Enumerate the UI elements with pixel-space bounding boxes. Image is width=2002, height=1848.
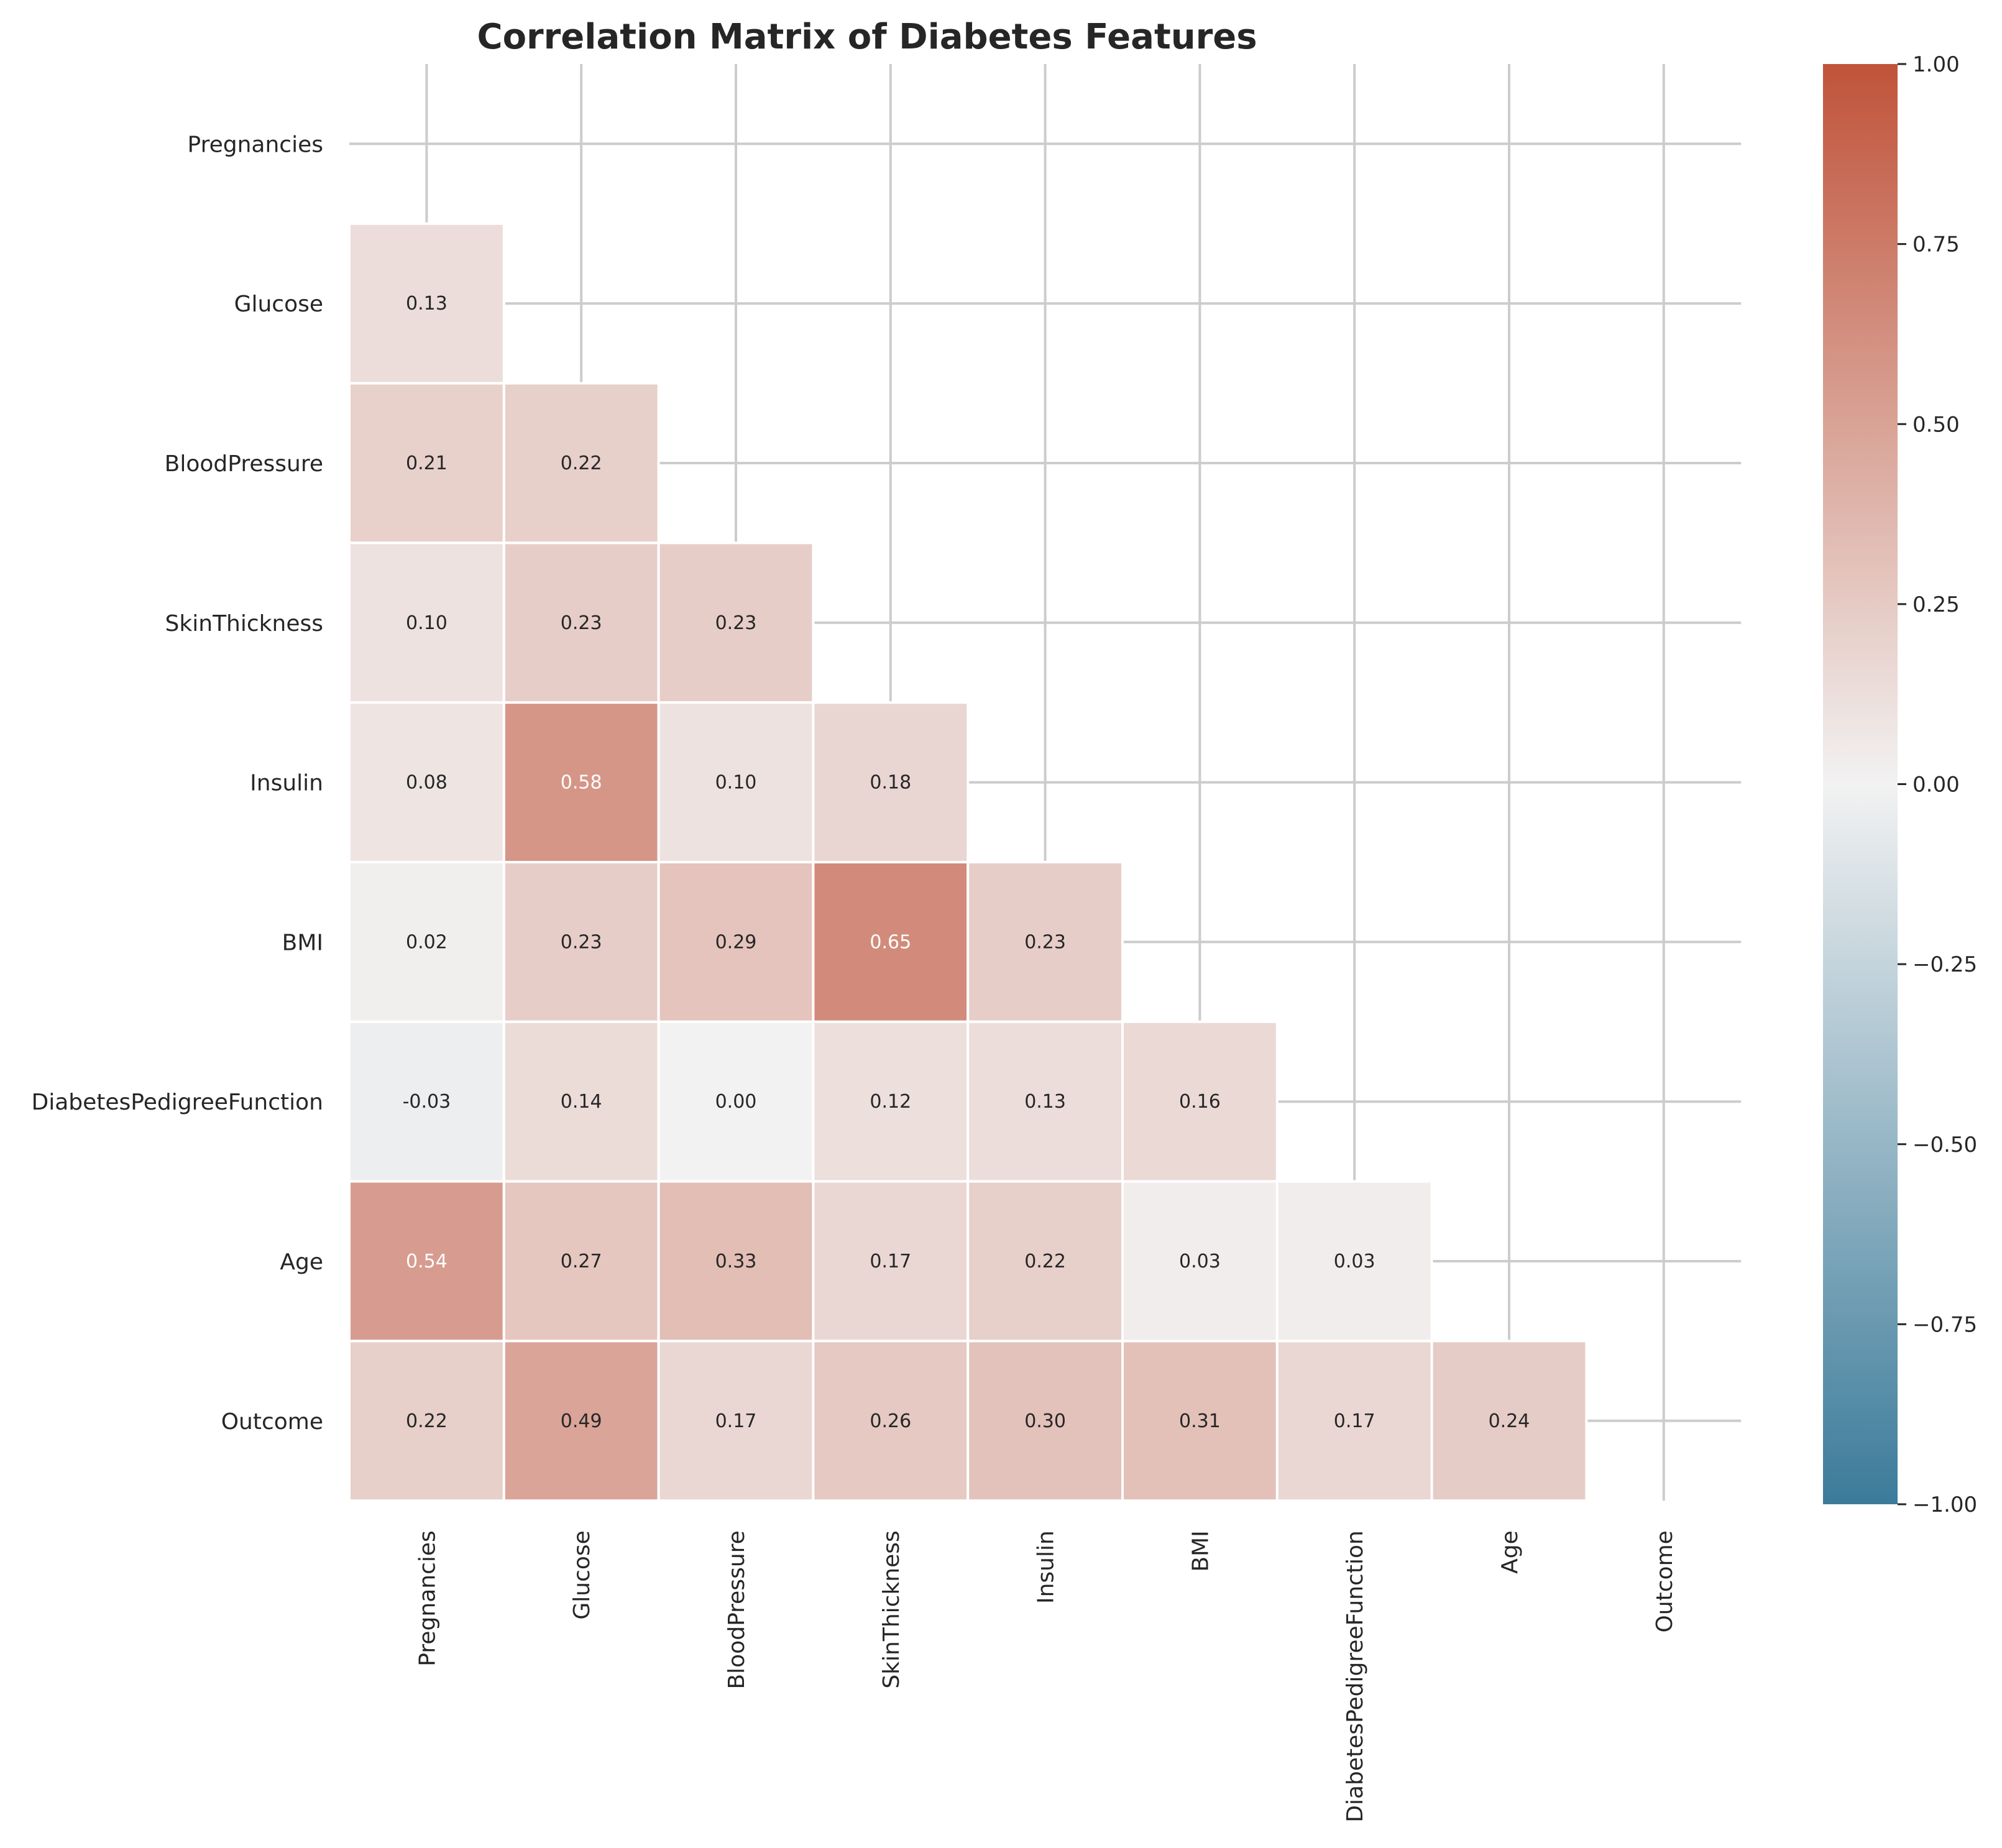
x-tick-label: Insulin: [1034, 1530, 1059, 1604]
colorbar-tick-label: −0.25: [1912, 952, 1977, 977]
heatmap-cell: [502, 382, 660, 545]
heatmap-cell: [967, 1340, 1124, 1502]
heatmap-cell: [812, 1340, 970, 1502]
colorbar-tick-label: 0.00: [1912, 773, 1960, 798]
cell-value-label: 0.23: [561, 612, 602, 634]
heatmap-cell: [657, 1340, 815, 1502]
cell-value-label: 0.17: [1334, 1410, 1375, 1432]
cell-value-label: 0.58: [561, 772, 602, 794]
x-tick-label: Age: [1497, 1530, 1523, 1574]
heatmap-cell: [502, 701, 660, 863]
y-tick-labels: Pregnancies Glucose BloodPressure SkinThick…: [31, 132, 323, 1434]
cell-value-label: 0.31: [1179, 1410, 1221, 1432]
heatmap-cell: [348, 1020, 505, 1183]
heatmap-cell: [657, 861, 815, 1023]
cell-value-label: 0.03: [1179, 1251, 1221, 1272]
colorbar-gradient: [1823, 64, 1898, 1504]
cell-value-label: 0.33: [715, 1251, 757, 1272]
cell-value-label: 0.49: [561, 1410, 602, 1432]
colorbar-tick-label: 0.75: [1912, 232, 1960, 257]
y-tick-label: Pregnancies: [188, 132, 323, 157]
cell-value-label: 0.30: [1024, 1410, 1066, 1432]
heatmap-cell: [348, 382, 505, 545]
colorbar-tick-label: −0.50: [1912, 1133, 1977, 1157]
cell-value-label: 0.00: [715, 1091, 757, 1113]
heatmap-cell: [812, 701, 970, 863]
heatmap-cell: [967, 1180, 1124, 1343]
colorbar-tick-label: 1.00: [1912, 52, 1960, 77]
x-tick-label: SkinThickness: [879, 1530, 904, 1688]
heatmap-cell: [967, 861, 1124, 1023]
heatmap-cell: [348, 1340, 505, 1502]
cell-value-label: 0.10: [715, 772, 757, 794]
y-tick-label: Glucose: [234, 292, 323, 317]
cell-value-label: 0.26: [870, 1410, 911, 1432]
cell-value-label: 0.27: [561, 1251, 602, 1272]
cell-value-label: 0.18: [870, 772, 911, 794]
x-tick-label: Outcome: [1652, 1530, 1678, 1632]
y-tick-label: DiabetesPedigreeFunction: [31, 1090, 323, 1115]
colorbar-tick-label: 0.50: [1912, 412, 1960, 437]
heatmap-cell: [1430, 1340, 1588, 1502]
x-tick-labels: Pregnancies Glucose BloodPressure SkinThick…: [415, 1530, 1677, 1823]
heatmap-cell: [657, 541, 815, 704]
cell-value-label: 0.22: [1024, 1251, 1066, 1272]
heatmap-cells: 0.13 0.21 0.22 0.10 0.23 0.23 0.08 0.58 0.10 0.18…: [348, 222, 1588, 1502]
heatmap-cell: [657, 1180, 815, 1343]
heatmap-cell: [348, 541, 505, 704]
cell-value-label: 0.23: [1024, 931, 1066, 953]
cell-value-label: 0.08: [406, 772, 448, 794]
colorbar: 1.00 0.75 0.50 0.25 0.00 −0.25 −0.50 −0.75 −1.00: [1823, 52, 1977, 1517]
y-tick-label: Outcome: [221, 1409, 323, 1435]
heatmap-cell: [502, 861, 660, 1023]
cell-value-label: 0.21: [406, 453, 448, 474]
cell-value-label: 0.10: [406, 612, 448, 634]
colorbar-tick-label: −1.00: [1912, 1492, 1977, 1517]
y-tick-label: SkinThickness: [165, 611, 323, 637]
cell-value-label: 0.65: [870, 931, 911, 953]
heatmap-cell: [348, 222, 505, 385]
heatmap-cell: [1121, 1020, 1279, 1183]
cell-value-label: 0.12: [870, 1091, 911, 1113]
heatmap-cell: [812, 861, 970, 1023]
chart-title: Correlation Matrix of Diabetes Features: [477, 17, 1257, 57]
heatmap-cell: [502, 1020, 660, 1183]
cell-value-label: 0.22: [406, 1410, 448, 1432]
cell-value-label: 0.17: [715, 1410, 757, 1432]
cell-value-label: 0.02: [406, 931, 448, 953]
x-tick-label: BloodPressure: [724, 1530, 750, 1689]
y-tick-label: BloodPressure: [165, 451, 323, 477]
cell-value-label: 0.13: [406, 293, 448, 315]
y-tick-label: BMI: [282, 930, 323, 955]
x-tick-label: DiabetesPedigreeFunction: [1343, 1530, 1368, 1823]
cell-value-label: 0.29: [715, 931, 757, 953]
heatmap-cell: [1275, 1180, 1433, 1343]
y-tick-label: Insulin: [250, 771, 323, 796]
cell-value-label: 0.16: [1179, 1091, 1221, 1113]
x-tick-label: BMI: [1188, 1530, 1213, 1571]
cell-value-label: 0.23: [561, 931, 602, 953]
heatmap-cell: [812, 1020, 970, 1183]
colorbar-tick-label: −0.75: [1912, 1312, 1977, 1337]
cell-value-label: 0.22: [561, 453, 602, 474]
heatmap-cell: [1121, 1180, 1279, 1343]
cell-value-label: 0.23: [715, 612, 757, 634]
cell-value-label: 0.17: [870, 1251, 911, 1272]
heatmap-cell: [348, 1180, 505, 1343]
cell-value-label: 0.14: [561, 1091, 602, 1113]
cell-value-label: -0.03: [403, 1091, 451, 1113]
cell-value-label: 0.24: [1489, 1410, 1530, 1432]
heatmap-cell: [657, 1020, 815, 1183]
cell-value-label: 0.13: [1024, 1091, 1066, 1113]
y-tick-label: Age: [280, 1249, 323, 1275]
heatmap-cell: [812, 1180, 970, 1343]
cell-value-label: 0.03: [1334, 1251, 1375, 1272]
x-tick-label: Glucose: [569, 1530, 595, 1619]
cell-value-label: 0.54: [406, 1251, 448, 1272]
x-tick-label: Pregnancies: [415, 1530, 440, 1666]
heatmap-cell: [502, 1180, 660, 1343]
heatmap-cell: [1275, 1340, 1433, 1502]
colorbar-tick-label: 0.25: [1912, 592, 1960, 617]
